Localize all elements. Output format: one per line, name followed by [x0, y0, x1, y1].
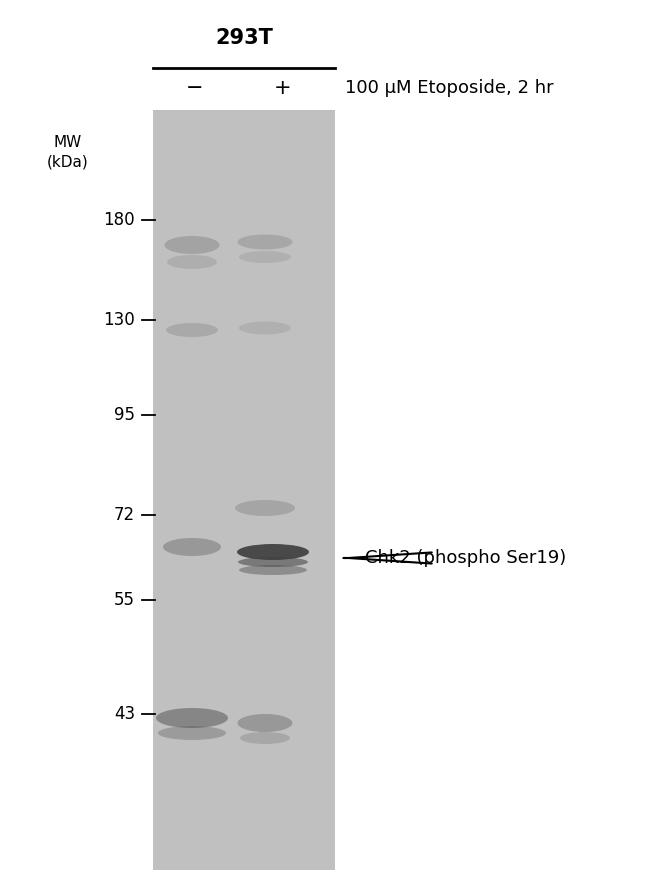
Text: 43: 43 — [114, 705, 135, 723]
Ellipse shape — [240, 732, 290, 744]
Ellipse shape — [164, 236, 220, 254]
Ellipse shape — [237, 544, 309, 560]
Text: 95: 95 — [114, 406, 135, 424]
Ellipse shape — [166, 323, 218, 337]
Bar — [153, 110, 335, 870]
Ellipse shape — [239, 322, 291, 334]
Text: 55: 55 — [114, 591, 135, 609]
Ellipse shape — [238, 557, 308, 567]
Text: +: + — [274, 78, 292, 98]
Text: 130: 130 — [103, 311, 135, 329]
Ellipse shape — [237, 235, 292, 250]
Ellipse shape — [239, 565, 307, 575]
Ellipse shape — [237, 714, 292, 732]
Text: 100 μM Etoposide, 2 hr: 100 μM Etoposide, 2 hr — [345, 79, 554, 97]
Text: 72: 72 — [114, 506, 135, 524]
Text: −: − — [187, 78, 203, 98]
Ellipse shape — [163, 538, 221, 556]
Ellipse shape — [239, 251, 291, 263]
Text: 293T: 293T — [215, 28, 273, 48]
Text: MW
(kDa): MW (kDa) — [47, 135, 89, 170]
Ellipse shape — [235, 500, 295, 516]
Ellipse shape — [167, 255, 217, 269]
Text: Chk2 (phospho Ser19): Chk2 (phospho Ser19) — [365, 549, 566, 567]
Text: 180: 180 — [103, 211, 135, 229]
Ellipse shape — [156, 708, 228, 728]
Ellipse shape — [158, 726, 226, 740]
